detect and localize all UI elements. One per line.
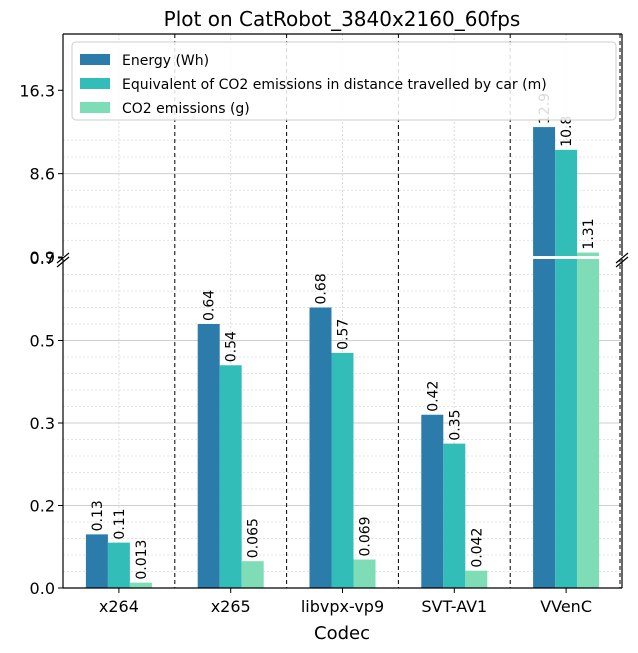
- bar: [353, 559, 376, 588]
- legend-entry: Equivalent of CO2 emissions in distance …: [122, 77, 547, 93]
- data-label: 0.54: [224, 331, 240, 362]
- data-label: 0.042: [469, 528, 485, 568]
- lower-y-tick-label: 0.5: [30, 332, 55, 351]
- upper-y-tick-label: 0.9: [30, 248, 55, 267]
- legend-entry: Energy (Wh): [122, 53, 209, 69]
- axis-break-mark: [615, 252, 629, 264]
- data-label: 0.069: [358, 516, 374, 556]
- bars: [85, 127, 600, 588]
- data-label: 10.8: [559, 116, 575, 147]
- bar: [107, 542, 130, 588]
- legend-entry: CO2 emissions (g): [122, 101, 250, 117]
- bar: [555, 149, 578, 257]
- bar: [533, 127, 556, 258]
- upper-y-tick-label: 16.3: [19, 81, 55, 100]
- data-label: 0.11: [112, 508, 128, 539]
- tick-labels: 0.9 8.6 16.3 0.0 0.2 0.3 0.5 0.7 x264 x265 libvpx-…: [19, 81, 592, 616]
- bar: [197, 324, 220, 588]
- bar: [129, 582, 152, 588]
- bar: [533, 258, 556, 588]
- data-label: 0.065: [246, 518, 262, 558]
- bar: [219, 365, 242, 588]
- x-tick-label: x264: [99, 597, 139, 616]
- legend-swatch: [80, 54, 110, 65]
- bar: [577, 258, 600, 588]
- bar: [331, 352, 354, 588]
- legend-swatch: [80, 78, 110, 89]
- axis-break-mark: [56, 256, 70, 268]
- lower-y-tick-label: 0.0: [30, 579, 55, 598]
- bar: [555, 258, 578, 588]
- data-label: 0.13: [90, 500, 106, 531]
- axes: [55, 33, 630, 593]
- data-label: 0.013: [134, 540, 150, 580]
- x-tick-label: SVT-AV1: [421, 597, 487, 616]
- x-tick-label: VVenC: [540, 597, 592, 616]
- legend-box: [71, 41, 617, 121]
- chart-title: Plot on CatRobot_3840x2160_60fps: [164, 7, 521, 31]
- bar: [241, 561, 264, 588]
- data-label: 0.68: [314, 273, 330, 304]
- bar: [85, 534, 108, 588]
- lower-y-tick-label: 0.3: [30, 414, 55, 433]
- legend: Energy (Wh) Equivalent of CO2 emissions i…: [71, 41, 617, 121]
- axis-break-mark: [615, 256, 629, 268]
- data-label: 0.35: [447, 409, 463, 440]
- lower-y-tick-label: 0.7: [30, 249, 55, 268]
- data-label: 0.42: [425, 381, 441, 412]
- bar: [421, 414, 444, 588]
- data-label: 0.57: [336, 319, 352, 350]
- x-axis-label: Codec: [314, 623, 370, 644]
- bar: [443, 443, 466, 588]
- bar: [309, 307, 332, 588]
- data-label: 0.64: [202, 290, 218, 321]
- bar: [465, 570, 488, 588]
- legend-swatch: [80, 102, 110, 113]
- bar: [577, 252, 600, 257]
- x-tick-label: libvpx-vp9: [301, 597, 384, 616]
- upper-y-tick-label: 8.6: [30, 165, 55, 184]
- x-tick-label: x265: [211, 597, 251, 616]
- category-separators: [174, 34, 621, 588]
- data-label: 1.31: [581, 218, 597, 249]
- lower-y-tick-label: 0.2: [30, 497, 55, 516]
- axis-break-gap: [55, 256, 630, 259]
